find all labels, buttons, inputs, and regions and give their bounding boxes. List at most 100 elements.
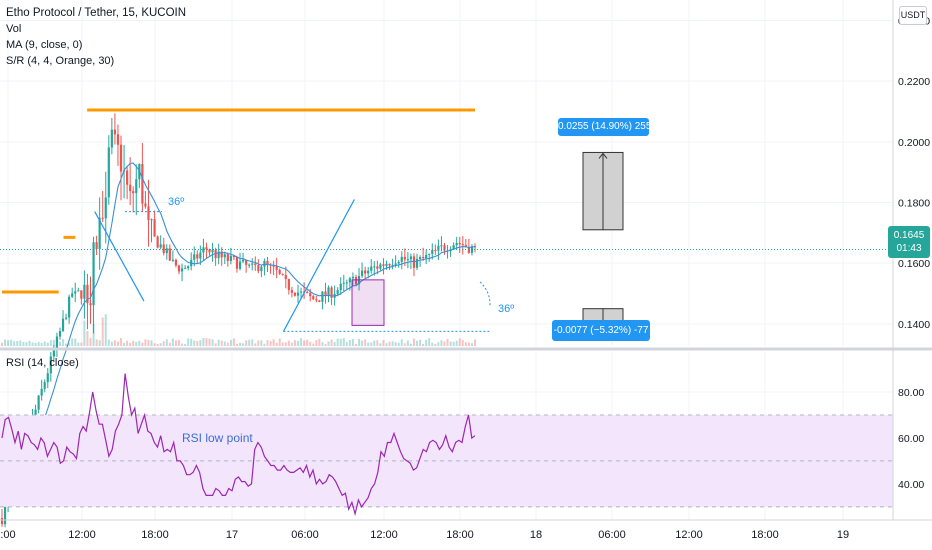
candles (0, 113, 477, 528)
volume-bar (284, 342, 287, 346)
candle-body (382, 264, 385, 266)
study-ma[interactable]: MA (9, close, 0) (6, 39, 83, 51)
x-tick-label: 06:00 (291, 529, 319, 541)
y-tick-label: 0.1800 (898, 197, 930, 209)
volume-bar (443, 341, 446, 346)
volume-bar (336, 338, 339, 346)
candle-body (68, 296, 71, 318)
candle-body (458, 243, 461, 245)
x-tick-label: 17 (226, 529, 238, 541)
study-sr[interactable]: S/R (4, 4, Orange, 30) (6, 55, 115, 67)
volume-bar (367, 342, 370, 346)
candle-body (461, 244, 464, 246)
volume-bar (425, 339, 428, 346)
volume-bar (202, 338, 205, 346)
last-price: 0.1645 (893, 230, 925, 241)
volume-bar (205, 338, 208, 346)
candle-body (71, 293, 74, 297)
symbol-title[interactable]: Etho Protocol / Tether, 15, KUCOIN (6, 7, 187, 19)
volume-bar (19, 340, 22, 346)
volume-bar (361, 340, 364, 346)
volume-bar (351, 339, 354, 346)
volume-bar (43, 341, 46, 346)
candle-body (379, 264, 382, 269)
candle-body (86, 284, 89, 304)
candle-body (110, 129, 113, 148)
volume-bar (171, 338, 174, 346)
volume-bar (287, 340, 290, 346)
volume-bar (269, 340, 272, 346)
volume-bar (257, 340, 260, 346)
candle-body (364, 270, 367, 274)
candle-body (241, 259, 245, 262)
volume-bar (431, 342, 434, 346)
candle-body (83, 284, 86, 299)
volume-bar (370, 342, 373, 346)
candle-body (74, 291, 77, 294)
candle-body (89, 303, 92, 306)
rsi-tick-label: 80.00 (898, 387, 924, 399)
rsi-title[interactable]: RSI (14, close) (6, 357, 79, 369)
candle-body (321, 291, 324, 302)
candle-body (238, 261, 242, 269)
volume-bar (49, 340, 52, 346)
candle-body (165, 248, 168, 254)
candle-body (403, 256, 406, 260)
candle-body (98, 217, 101, 249)
volume-bar (138, 340, 141, 346)
candle-body (174, 259, 178, 266)
volume-bar (315, 340, 318, 346)
volume-bar (156, 343, 159, 346)
volume-bar (312, 343, 315, 346)
candle-body (327, 287, 330, 296)
volume-bar (25, 342, 28, 346)
volume-bar (358, 338, 361, 346)
candle-body (101, 217, 104, 219)
candle-body (428, 253, 431, 255)
volume-bar (110, 341, 113, 346)
volume-bar (260, 340, 263, 346)
volume-bar (272, 339, 275, 346)
volume-bar (342, 338, 345, 346)
rsi-legend: RSI (14, close) (6, 355, 79, 371)
volume-bar (147, 339, 150, 346)
main-grid (0, 0, 893, 346)
candle-body (144, 203, 147, 207)
volume-bar (4, 339, 7, 346)
candle-body (196, 254, 199, 259)
angle-arc (479, 281, 491, 307)
volume-bar (217, 339, 220, 346)
x-tick-label: 18:00 (751, 529, 779, 541)
volume-bar (86, 331, 89, 346)
volume-bar (242, 343, 245, 346)
volume-bar (135, 341, 138, 346)
candle-body (147, 206, 150, 221)
volume-bar (354, 343, 357, 346)
candle-body (290, 290, 294, 293)
candle-body (422, 257, 425, 259)
volume-bar (181, 343, 184, 346)
volume-bar (309, 341, 312, 346)
volume-bar (449, 341, 452, 346)
volume-bar (211, 339, 214, 346)
candle-body (324, 291, 327, 296)
candle-body (104, 197, 107, 219)
candle-body (367, 270, 370, 274)
volume-bar (428, 338, 431, 346)
study-vol[interactable]: Vol (6, 23, 22, 35)
candle-body (150, 219, 153, 221)
volume-bar (116, 341, 119, 346)
candle-body (43, 382, 46, 389)
candle-body (275, 266, 278, 270)
volume-bar (254, 343, 257, 346)
candle-body (415, 258, 419, 268)
volume-bar (232, 338, 235, 346)
drawings[interactable]: 36º 36º (0, 108, 893, 333)
candle-body (61, 318, 65, 332)
volume-bar (300, 338, 303, 346)
currency-button[interactable]: USDT (899, 6, 927, 25)
candle-body (46, 373, 49, 383)
volume-bar (391, 341, 394, 346)
volume-bar (419, 339, 422, 346)
